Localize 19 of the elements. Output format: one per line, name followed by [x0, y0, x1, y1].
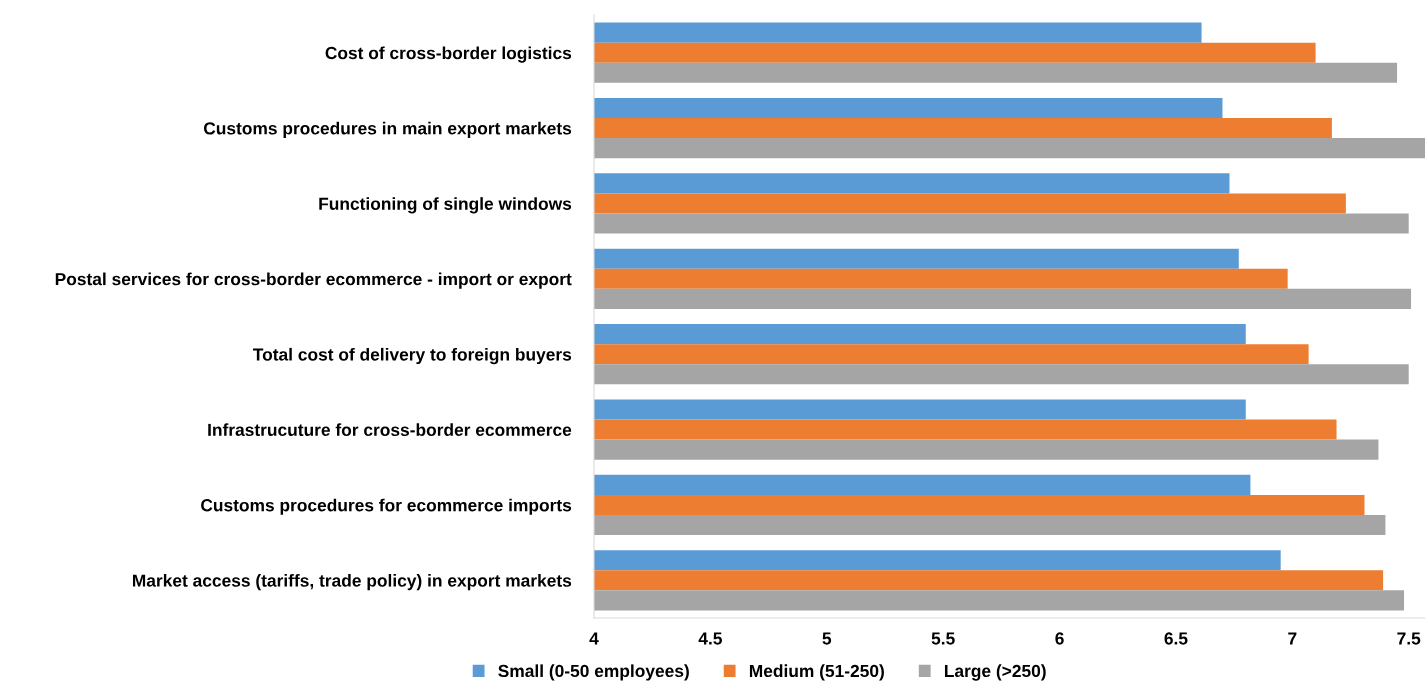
x-tick-label: 7.5 [1397, 632, 1421, 645]
x-tick-label: 7 [1288, 632, 1297, 645]
legend-label: Small (0-50 employees) [498, 664, 689, 681]
y-tick-label: Market access (tariffs, trade policy) in export markets [132, 574, 572, 591]
y-tick-label: Customs procedures for ecommerce imports [201, 498, 572, 515]
x-tick-label: 5 [822, 632, 832, 645]
y-tick-label: Postal services for cross-border ecommerce - import or export [55, 272, 572, 289]
x-tick-label: 6 [1055, 632, 1064, 645]
y-tick-label: Cost of cross-border logistics [325, 46, 572, 63]
legend-label: Medium (51-250) [749, 664, 884, 681]
y-tick-label: Functioning of single windows [319, 197, 572, 214]
x-tick-label: 4.5 [698, 632, 722, 645]
y-tick-label: Customs procedures in main export markets [203, 121, 572, 138]
x-tick-label: 5.5 [931, 632, 955, 645]
x-tick-label: 4 [589, 632, 599, 645]
y-tick-label: Infrastrucuture for cross-border ecommerce [208, 423, 572, 437]
x-tick-label: 6.5 [1164, 632, 1188, 645]
y-tick-label: Total cost of delivery to foreign buyers [253, 347, 572, 365]
legend-label: Large (>250) [944, 664, 1046, 681]
